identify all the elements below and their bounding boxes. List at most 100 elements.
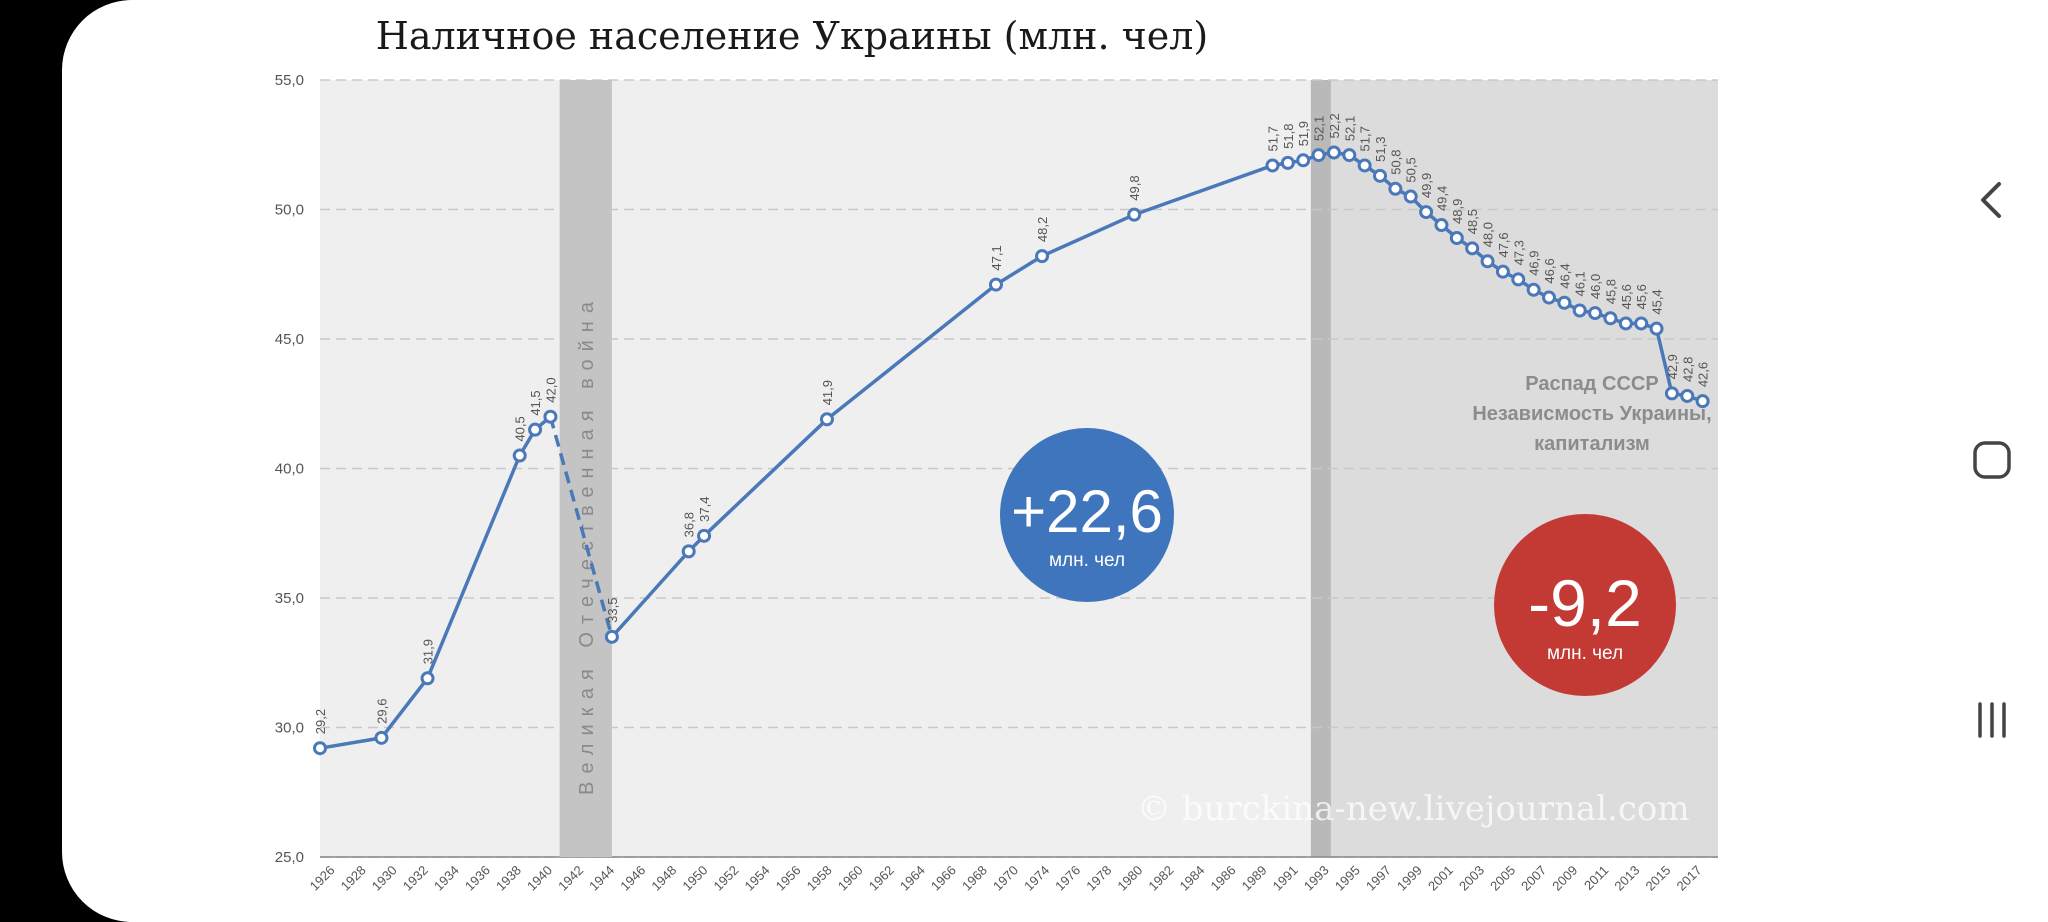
growth-value: +22,6 xyxy=(1011,478,1163,545)
recents-button[interactable] xyxy=(1972,700,2012,740)
data-label: 29,2 xyxy=(313,709,328,734)
data-label: 36,8 xyxy=(682,512,697,537)
x-tick-label: 2017 xyxy=(1674,863,1705,894)
x-tick-label: 2001 xyxy=(1425,863,1456,894)
watermark: © burckina-new.livejournal.com xyxy=(1137,789,1690,829)
data-point xyxy=(1526,282,1541,297)
y-tick-label: 25,0 xyxy=(275,849,304,866)
data-label: 40,5 xyxy=(513,416,528,441)
x-tick-label: 1948 xyxy=(648,863,679,894)
data-point xyxy=(1326,145,1341,160)
data-label: 49,8 xyxy=(1127,175,1142,200)
x-tick-label: 1958 xyxy=(804,863,835,894)
data-label: 49,9 xyxy=(1419,173,1434,198)
data-point xyxy=(1495,264,1510,279)
decline-unit: млн. чел xyxy=(1547,643,1623,664)
x-tick-label: 1942 xyxy=(555,863,586,894)
series-line-war-gap xyxy=(548,416,614,638)
data-point xyxy=(512,448,527,463)
data-point xyxy=(1588,306,1603,321)
data-label: 52,2 xyxy=(1327,113,1342,138)
home-button[interactable] xyxy=(1972,440,2012,480)
x-tick-label: 1999 xyxy=(1394,863,1425,894)
x-tick-label: 1964 xyxy=(897,863,928,894)
data-point xyxy=(313,741,327,756)
data-label: 29,6 xyxy=(374,699,389,724)
growth-circle xyxy=(1000,428,1174,602)
x-tick-label: 2013 xyxy=(1611,863,1642,894)
data-point xyxy=(1649,321,1664,336)
x-tick-label: 1930 xyxy=(369,863,400,894)
data-label: 50,5 xyxy=(1404,157,1419,182)
data-point xyxy=(543,409,558,424)
data-point xyxy=(1695,394,1710,409)
data-label: 46,6 xyxy=(1542,258,1557,283)
x-tick-label: 1960 xyxy=(835,863,866,894)
x-tick-label: 2003 xyxy=(1456,863,1487,894)
data-point xyxy=(1557,295,1572,310)
x-tick-label: 1980 xyxy=(1114,863,1145,894)
data-point xyxy=(374,730,389,745)
home-square-icon xyxy=(1973,441,2011,479)
chart: 25,030,035,040,045,050,055,0 1926 1928 193… xyxy=(275,72,1718,894)
x-tick-label: 1936 xyxy=(462,863,493,894)
data-label: 45,6 xyxy=(1619,284,1634,309)
data-point xyxy=(1542,290,1557,305)
data-label: 51,7 xyxy=(1265,126,1280,151)
chevron-left-icon xyxy=(1981,182,2001,218)
data-label: 51,9 xyxy=(1296,121,1311,146)
data-point xyxy=(1265,158,1280,173)
x-tick-label: 1984 xyxy=(1176,863,1207,894)
x-tick-label: 1952 xyxy=(710,863,741,894)
data-point xyxy=(697,528,712,543)
screen-frame: Наличное население Украины (млн. чел) 25… xyxy=(62,0,1932,922)
data-label: 31,9 xyxy=(421,639,436,664)
region-annotation-line: капитализм xyxy=(1534,433,1650,455)
data-label: 52,1 xyxy=(1342,116,1357,141)
data-label: 42,9 xyxy=(1665,354,1680,379)
x-tick-label: 1997 xyxy=(1363,863,1394,894)
data-point xyxy=(1572,303,1587,318)
data-label: 42,8 xyxy=(1680,357,1695,382)
data-point xyxy=(604,629,619,644)
data-label: 51,7 xyxy=(1358,126,1373,151)
x-tick-label: 1976 xyxy=(1052,863,1083,894)
data-point xyxy=(1311,148,1326,163)
data-label: 50,8 xyxy=(1388,149,1403,174)
x-tick-label: 1940 xyxy=(524,863,555,894)
data-point xyxy=(1680,388,1695,403)
recents-bars-icon xyxy=(1978,702,2006,738)
data-label: 51,8 xyxy=(1281,124,1296,149)
data-point xyxy=(681,544,696,559)
x-tick-label: 1982 xyxy=(1145,863,1176,894)
x-tick-label: 2009 xyxy=(1549,863,1580,894)
x-tick-label: 1950 xyxy=(679,863,710,894)
data-label: 46,9 xyxy=(1527,250,1542,275)
x-tick-label: 2005 xyxy=(1487,863,1518,894)
data-point xyxy=(1434,218,1449,233)
data-point xyxy=(1634,316,1649,331)
x-tick-label: 1970 xyxy=(990,863,1021,894)
x-tick-label: 1986 xyxy=(1208,863,1239,894)
data-label: 52,1 xyxy=(1312,116,1327,141)
data-point xyxy=(1127,207,1142,222)
data-label: 41,5 xyxy=(528,390,543,415)
x-tick-label: 1968 xyxy=(959,863,990,894)
y-tick-label: 40,0 xyxy=(275,461,304,478)
data-label: 47,6 xyxy=(1496,232,1511,257)
data-point xyxy=(988,277,1003,292)
data-label: 42,6 xyxy=(1696,362,1711,387)
x-tick-label: 1934 xyxy=(431,863,462,894)
data-label: 45,6 xyxy=(1634,284,1649,309)
data-point xyxy=(1280,155,1295,170)
data-label: 46,1 xyxy=(1573,271,1588,296)
data-point xyxy=(420,671,435,686)
back-button[interactable] xyxy=(1972,180,2012,220)
data-point xyxy=(1449,230,1464,245)
x-tick-label: 1946 xyxy=(617,863,648,894)
x-tick-label: 2015 xyxy=(1642,863,1673,894)
data-label: 41,9 xyxy=(820,380,835,405)
data-point xyxy=(1664,386,1679,401)
data-label: 48,5 xyxy=(1465,209,1480,234)
data-label: 49,4 xyxy=(1434,186,1449,211)
